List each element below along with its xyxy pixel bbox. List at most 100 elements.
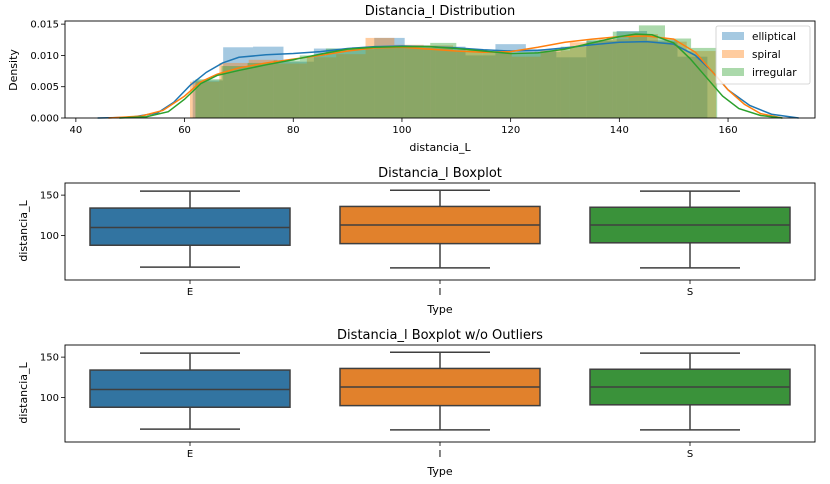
hist-bar-spiral xyxy=(657,41,687,118)
hist-bar-irregular xyxy=(430,42,457,118)
y-tick-label: 0.005 xyxy=(30,82,59,93)
hist-bar-spiral xyxy=(453,50,483,118)
boxplot-ylabel: distancia_L xyxy=(17,200,30,262)
hist-bar-spiral xyxy=(423,45,454,118)
hist-bar-irregular xyxy=(404,45,431,118)
hist-bar-irregular xyxy=(691,47,718,118)
x-tick-label: 40 xyxy=(70,125,83,136)
boxplot-no-outliers-panel: Distancia_l Boxplot w/o Outliers E I S 100 1… xyxy=(17,328,816,478)
distribution-title: Distancia_l Distribution xyxy=(365,4,516,19)
hist-bar-spiral xyxy=(248,59,278,118)
hist-bar-elliptical xyxy=(253,46,284,118)
distribution-panel: Distancia_l Distribution 40 60 80 100 120 140… xyxy=(7,4,816,154)
legend-swatch-spiral xyxy=(722,50,744,58)
hist-bar-irregular xyxy=(351,47,379,118)
hist-bar-spiral xyxy=(628,34,658,118)
legend-label-elliptical: elliptical xyxy=(752,31,796,43)
hist-bar-elliptical xyxy=(586,41,617,118)
hist-bar-spiral xyxy=(336,54,366,118)
hist-bar-spiral xyxy=(511,56,541,118)
hist-bar-irregular xyxy=(508,52,535,118)
x-tick-label: S xyxy=(687,287,693,298)
hist-bar-irregular xyxy=(378,47,405,118)
hist-bar-irregular xyxy=(638,25,665,119)
hist-bar-irregular xyxy=(456,49,483,118)
hist-bar-irregular xyxy=(247,62,274,118)
kde-line-irregular xyxy=(119,33,783,119)
hist-bar-spiral xyxy=(599,39,629,118)
distribution-frame xyxy=(64,20,816,119)
boxplot-no-outliers-ylabel: distancia_L xyxy=(17,362,30,424)
legend-label-irregular: irregular xyxy=(752,67,797,79)
y-tick-label: 150 xyxy=(40,353,59,364)
hist-bar-spiral xyxy=(482,52,512,118)
x-tick-label: 140 xyxy=(610,125,629,136)
box-E xyxy=(89,369,291,408)
y-tick-label: 0.000 xyxy=(30,114,59,125)
hist-bar-irregular xyxy=(273,60,300,118)
hist-bar-irregular xyxy=(612,31,639,118)
hist-bar-elliptical xyxy=(556,57,587,118)
hist-bar-spiral xyxy=(277,63,307,118)
hist-bar-irregular xyxy=(325,48,352,118)
hist-bar-elliptical xyxy=(283,61,314,118)
hist-bar-elliptical xyxy=(313,48,345,118)
x-tick-label: 100 xyxy=(392,125,411,136)
x-tick-label: 60 xyxy=(178,125,191,136)
hist-bar-elliptical xyxy=(647,40,678,118)
x-tick-label: I xyxy=(439,287,442,298)
boxplot-xlabel: Type xyxy=(426,303,452,316)
legend: elliptical spiral irregular xyxy=(715,25,811,85)
hist-bar-spiral xyxy=(540,50,570,118)
x-tick-label: E xyxy=(187,287,193,298)
distribution-ylabel: Density xyxy=(7,49,20,91)
hist-bar-spiral xyxy=(365,37,395,118)
boxplot-plot-area xyxy=(89,189,791,269)
boxplot-no-outliers-plot-area xyxy=(89,351,791,431)
hist-bar-spiral xyxy=(394,44,424,118)
hist-bar-elliptical xyxy=(223,47,254,118)
boxplot-title: Distancia_l Boxplot xyxy=(378,166,502,181)
hist-bar-irregular xyxy=(482,51,509,118)
distribution-xlabel: distancia_L xyxy=(409,141,471,154)
hist-bar-spiral xyxy=(686,51,717,118)
y-tick-label: 0.010 xyxy=(30,51,59,62)
x-tick-label: I xyxy=(439,449,442,460)
boxplot-no-outliers-xlabel: Type xyxy=(426,465,452,478)
x-tick-label: 120 xyxy=(501,125,520,136)
hist-bar-spiral xyxy=(306,57,337,118)
hist-bar-elliptical xyxy=(404,47,436,118)
x-tick-label: 80 xyxy=(287,125,300,136)
hist-bar-irregular xyxy=(221,66,248,118)
boxplot-axes: E I S 100 150 xyxy=(40,191,693,298)
distribution-axes: 40 60 80 100 120 140 160 0.000 0.005 0.010 0.015 xyxy=(30,20,737,136)
hist-bar-elliptical xyxy=(344,49,375,118)
hist-bar-irregular xyxy=(534,51,561,118)
hist-bar-elliptical xyxy=(435,46,466,118)
legend-frame xyxy=(715,25,811,85)
kde-line-spiral xyxy=(108,35,783,119)
boxplot-no-outliers-title: Distancia_l Boxplot w/o Outliers xyxy=(337,328,543,343)
y-tick-label: 150 xyxy=(40,191,59,202)
hist-bar-elliptical xyxy=(677,56,708,118)
legend-swatch-irregular xyxy=(722,68,744,76)
x-tick-label: E xyxy=(187,449,193,460)
boxplot-panel: Distancia_l Boxplot E I S 100 150 Type dista… xyxy=(17,166,816,316)
hist-bar-irregular xyxy=(586,39,613,118)
y-tick-label: 100 xyxy=(40,393,59,404)
y-tick-label: 0.015 xyxy=(30,20,59,31)
x-tick-label: S xyxy=(687,449,693,460)
hist-bar-elliptical xyxy=(495,44,526,118)
hist-bar-irregular xyxy=(560,46,587,118)
hist-bar-elliptical xyxy=(374,37,405,118)
box-E xyxy=(89,207,291,246)
hist-bar-elliptical xyxy=(465,55,496,118)
hist-bar-irregular xyxy=(665,38,692,118)
hist-bar-elliptical xyxy=(616,31,648,118)
distribution-plot-area xyxy=(97,25,799,119)
hist-bar-spiral xyxy=(569,42,600,118)
legend-swatch-elliptical xyxy=(722,32,744,40)
boxplot-no-outliers-axes: E I S 100 150 xyxy=(40,353,693,460)
hist-bar-irregular xyxy=(299,55,326,118)
